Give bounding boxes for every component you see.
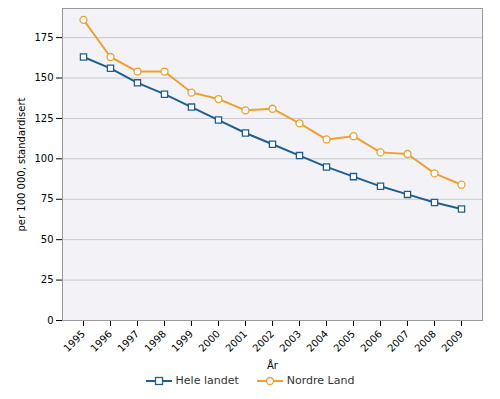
svg-text:75: 75	[41, 193, 54, 204]
svg-text:2008: 2008	[412, 328, 438, 354]
html-text:Hele landet: Hele landet	[175, 374, 239, 387]
svg-text:per 100 000, standardisert: per 100 000, standardisert	[16, 97, 27, 231]
svg-text:50: 50	[41, 234, 54, 245]
svg-text:2009: 2009	[439, 328, 465, 354]
svg-text:1996: 1996	[88, 328, 114, 354]
svg-text:175: 175	[34, 32, 53, 43]
svg-text:0: 0	[47, 315, 53, 326]
svg-text:1999: 1999	[169, 328, 195, 354]
svg-text:2003: 2003	[277, 328, 303, 354]
svg-text:2004: 2004	[304, 328, 330, 354]
svg-text:År: År	[267, 359, 279, 371]
svg-text:2007: 2007	[385, 328, 411, 354]
svg-text:2006: 2006	[358, 328, 384, 354]
svg-text:25: 25	[41, 274, 54, 285]
svg-text:2000: 2000	[196, 328, 222, 354]
svg-text:100: 100	[34, 153, 53, 164]
svg-text:1995: 1995	[61, 328, 87, 354]
svg-text:1998: 1998	[142, 328, 168, 354]
html-text:Nordre Land: Nordre Land	[286, 374, 355, 387]
svg-text:125: 125	[34, 113, 53, 124]
svg-text:2002: 2002	[250, 328, 276, 354]
svg-text:1997: 1997	[115, 328, 141, 354]
svg-text:2001: 2001	[223, 328, 249, 354]
svg-text:150: 150	[34, 72, 53, 83]
svg-text:2005: 2005	[331, 328, 357, 354]
